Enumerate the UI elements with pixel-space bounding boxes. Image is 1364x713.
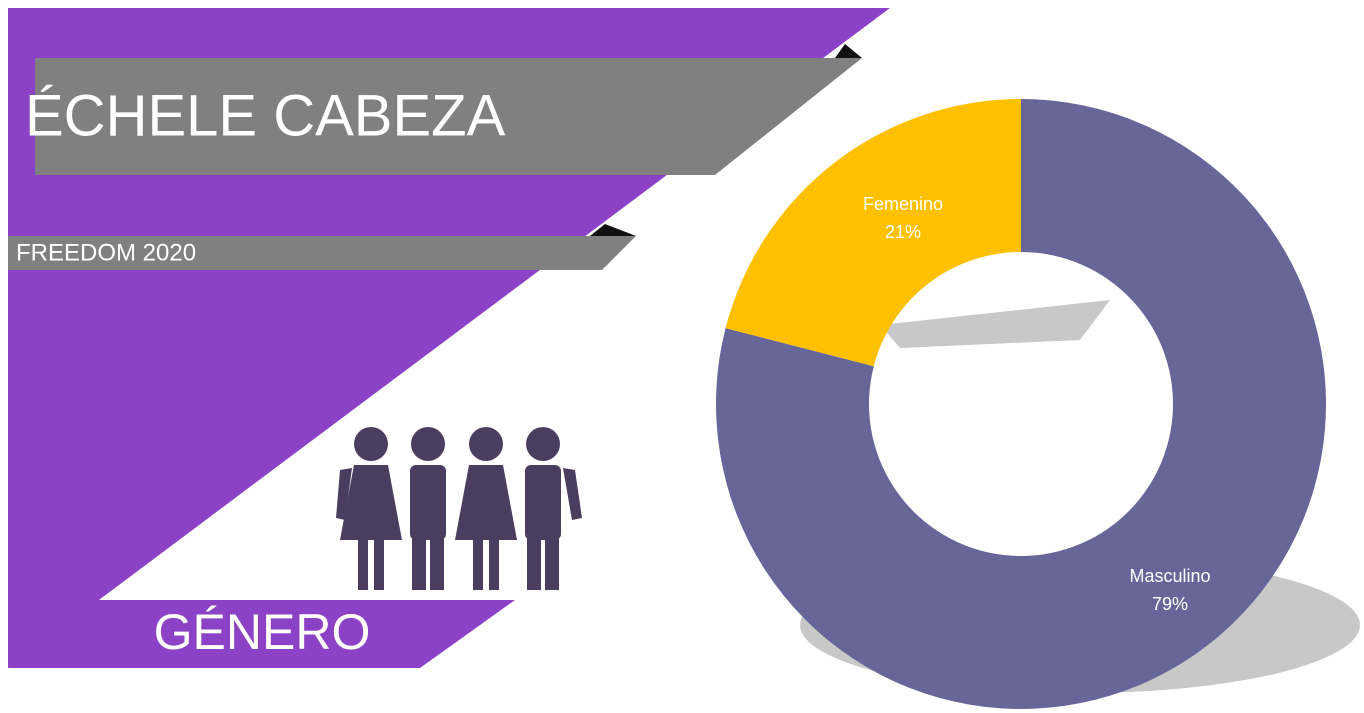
shadow-tip <box>835 44 862 58</box>
label-band <box>8 600 515 668</box>
shadow <box>880 300 1110 348</box>
donut-segment <box>725 99 1021 367</box>
donut-segment <box>715 99 1327 709</box>
subtitle-band <box>8 236 636 270</box>
title-band <box>35 58 862 175</box>
segment-name: Femenino <box>863 194 943 214</box>
title: ÉCHELE CABEZA <box>25 83 506 148</box>
shadow-tip <box>590 224 636 236</box>
subtitle: FREEDOM 2020 <box>16 239 196 266</box>
section-label: GÉNERO <box>154 604 371 660</box>
segment-value: 21% <box>885 222 921 242</box>
people-icon <box>336 427 582 590</box>
segment-name: Masculino <box>1129 566 1210 586</box>
segment-value: 79% <box>1152 594 1188 614</box>
